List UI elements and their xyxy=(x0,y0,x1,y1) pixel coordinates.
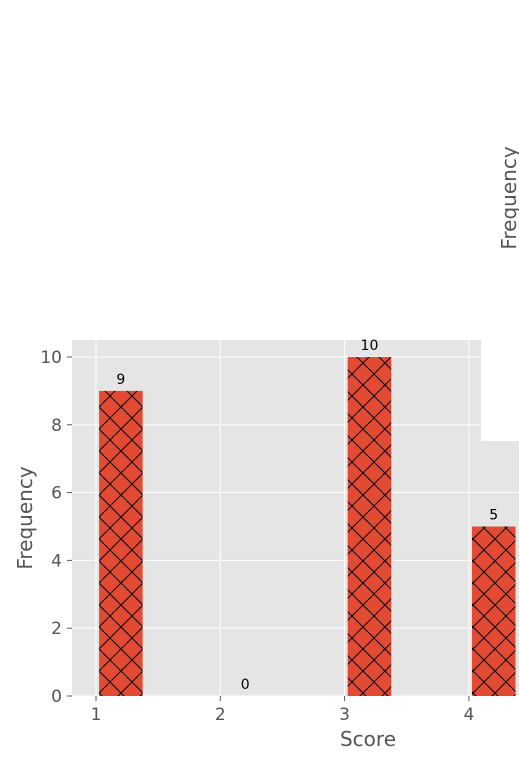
bar-2 xyxy=(347,357,392,696)
bar-value-label: 5 xyxy=(489,508,498,524)
y-tick-label: 0 xyxy=(51,687,62,707)
bar-value-label: 9 xyxy=(116,372,125,388)
bars xyxy=(99,357,516,696)
x-tick-label: 1 xyxy=(91,705,102,725)
x-tick-label: 4 xyxy=(463,705,474,725)
x-axis-label: Score xyxy=(340,727,396,751)
y-tick-label: 2 xyxy=(51,619,62,639)
x-tick-label: 3 xyxy=(339,705,350,725)
bar-value-label: 10 xyxy=(361,338,379,354)
y-tick-label: 4 xyxy=(51,551,62,571)
y-axis-label: Frequency xyxy=(13,466,37,569)
right-panel-y-label: Frequency xyxy=(497,146,519,249)
y-tick-label: 6 xyxy=(51,484,62,504)
y-axis-ticks: 0 2 4 6 8 10 xyxy=(40,348,72,707)
data-labels: 9 0 10 5 xyxy=(116,338,498,693)
bar-value-label: 0 xyxy=(241,677,250,693)
y-tick-label: 8 xyxy=(51,416,62,436)
x-tick-label: 2 xyxy=(215,705,226,725)
y-tick-label: 10 xyxy=(40,348,62,368)
bar-3 xyxy=(472,526,516,696)
x-axis-ticks: 1 2 3 4 xyxy=(91,696,474,725)
bar-0 xyxy=(99,390,143,696)
